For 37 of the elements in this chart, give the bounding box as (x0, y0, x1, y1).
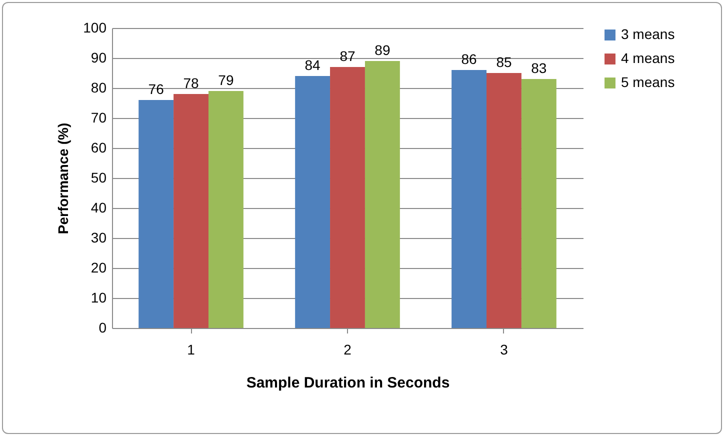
data-label: 79 (218, 72, 234, 88)
bar (174, 94, 208, 328)
bar (330, 67, 365, 328)
bar (452, 70, 487, 328)
data-label: 86 (461, 51, 478, 67)
y-tick-label: 80 (90, 80, 107, 96)
data-label: 87 (340, 48, 356, 64)
y-tick-label: 60 (90, 140, 107, 156)
y-tick-label: 100 (83, 20, 107, 36)
data-label: 83 (531, 60, 547, 76)
legend-label: 5 means (621, 74, 675, 90)
bar (138, 100, 174, 328)
y-tick-label: 20 (90, 260, 107, 276)
bar (364, 61, 400, 328)
y-axis-title: Performance (%) (55, 122, 72, 234)
y-tick-label: 30 (90, 230, 107, 246)
data-label: 78 (183, 75, 200, 91)
y-tick-label: 50 (90, 170, 107, 186)
legend-label: 4 means (621, 50, 675, 66)
y-tick-label: 10 (90, 290, 107, 306)
data-label: 76 (148, 81, 164, 97)
bar (486, 73, 522, 328)
bar (521, 79, 556, 328)
data-label: 85 (496, 54, 512, 70)
x-tick-label: 3 (500, 342, 508, 358)
y-tick-label: 90 (90, 50, 107, 66)
x-tick-label: 2 (344, 342, 352, 358)
data-label: 89 (374, 42, 390, 58)
x-tick-label: 1 (187, 342, 196, 358)
data-label: 84 (304, 57, 321, 73)
legend-label: 3 means (621, 26, 675, 42)
y-tick-label: 70 (90, 110, 107, 126)
y-tick-label: 40 (90, 200, 107, 216)
bar (295, 76, 330, 328)
bar (208, 91, 244, 328)
x-axis-title: Sample Duration in Seconds (246, 374, 450, 392)
y-tick-label: 0 (98, 320, 107, 336)
